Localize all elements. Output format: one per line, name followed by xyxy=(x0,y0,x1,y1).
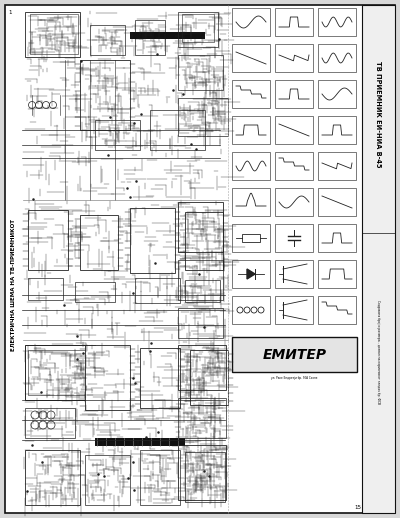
Bar xyxy=(178,55,223,90)
Bar xyxy=(318,224,356,252)
Bar xyxy=(80,215,118,270)
Bar xyxy=(275,152,313,180)
Bar xyxy=(25,345,95,400)
Bar xyxy=(318,44,356,72)
Bar xyxy=(190,350,228,405)
Bar xyxy=(150,110,205,150)
Bar xyxy=(318,116,356,144)
Bar xyxy=(232,188,270,216)
Bar xyxy=(28,210,68,270)
Bar xyxy=(275,188,313,216)
Bar xyxy=(185,452,225,502)
Bar xyxy=(232,80,270,108)
Bar xyxy=(182,14,214,42)
Bar xyxy=(318,188,356,216)
Bar xyxy=(232,116,270,144)
Bar xyxy=(25,12,80,57)
Bar xyxy=(178,202,223,252)
Bar xyxy=(362,5,395,513)
Bar xyxy=(232,44,270,72)
Bar xyxy=(135,278,180,303)
Bar xyxy=(232,296,270,324)
Bar xyxy=(178,398,226,438)
Bar xyxy=(140,450,180,505)
Text: ТВ ПРИЕМНИК ЕИ-НИА В-45: ТВ ПРИЕМНИК ЕИ-НИА В-45 xyxy=(376,61,382,167)
Bar xyxy=(90,25,125,55)
Bar xyxy=(95,120,140,150)
Bar xyxy=(85,345,130,410)
Bar xyxy=(75,282,115,302)
Bar xyxy=(30,14,78,54)
Bar xyxy=(178,445,226,500)
Bar xyxy=(232,152,270,180)
Polygon shape xyxy=(247,269,255,279)
Bar xyxy=(242,234,260,242)
Bar xyxy=(135,20,165,55)
Bar xyxy=(232,337,357,372)
Bar xyxy=(275,44,313,72)
Bar xyxy=(130,32,205,39)
Bar xyxy=(28,350,90,395)
Bar xyxy=(232,224,270,252)
Bar xyxy=(185,212,223,270)
Bar xyxy=(178,345,226,390)
Bar xyxy=(275,296,313,324)
Bar xyxy=(85,455,130,505)
Bar xyxy=(318,152,356,180)
Bar xyxy=(275,80,313,108)
Bar xyxy=(25,450,80,505)
Bar xyxy=(318,8,356,36)
Bar xyxy=(275,116,313,144)
Text: ЕМИТЕР: ЕМИТЕР xyxy=(262,348,326,362)
Bar xyxy=(25,408,75,438)
Bar xyxy=(318,296,356,324)
Text: 1: 1 xyxy=(8,10,12,15)
Bar xyxy=(232,260,270,288)
Bar xyxy=(275,224,313,252)
Bar xyxy=(275,260,313,288)
Text: Содржина број и размера - дозвол на корисникот гледач бр. ФСВ: Содржина број и размера - дозвол на кори… xyxy=(376,300,380,404)
Bar xyxy=(185,280,220,302)
Bar xyxy=(275,8,313,36)
Bar xyxy=(318,80,356,108)
Bar xyxy=(130,208,175,273)
Text: 15: 15 xyxy=(354,505,362,510)
Bar xyxy=(232,8,270,36)
Bar xyxy=(95,438,185,446)
Bar xyxy=(178,260,223,300)
Bar xyxy=(318,260,356,288)
Bar xyxy=(178,98,228,136)
Text: ул. Раке Ендрееји бр. 50A Сохпе: ул. Раке Ендрееји бр. 50A Сохпе xyxy=(271,376,318,380)
Bar xyxy=(178,308,223,338)
Bar xyxy=(28,278,63,300)
Bar xyxy=(178,12,218,47)
Bar xyxy=(80,60,130,130)
Bar xyxy=(140,348,180,408)
Text: ЕЛЕКТРИЧНА ШЕМА НА ТВ-ПРИЕМНИКОТ: ЕЛЕКТРИЧНА ШЕМА НА ТВ-ПРИЕМНИКОТ xyxy=(10,219,16,351)
